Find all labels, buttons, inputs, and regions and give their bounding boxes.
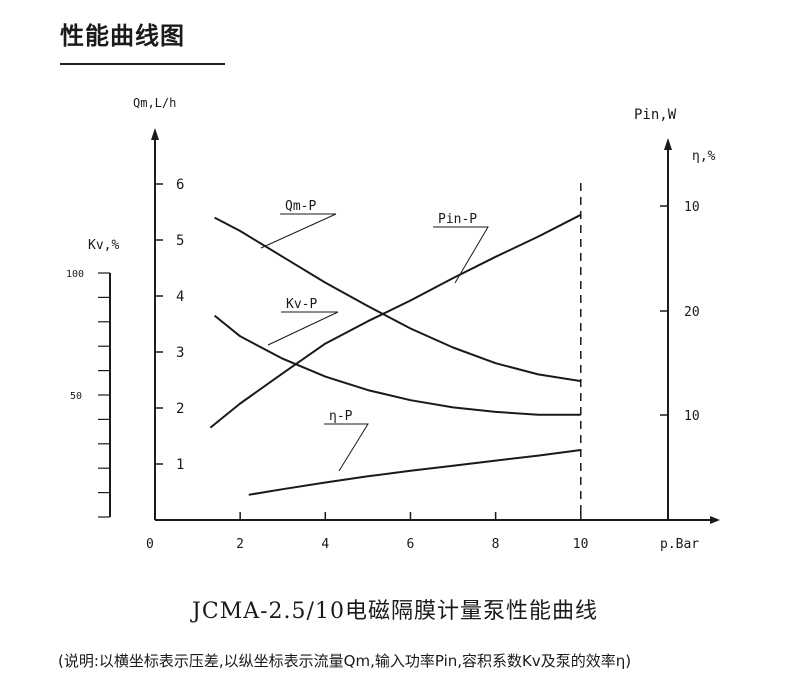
curves <box>209 213 582 496</box>
pin-axis-arrow <box>664 138 672 150</box>
eta-axis-label: η,% <box>692 149 716 164</box>
qm-tick-label: 4 <box>176 289 184 305</box>
qm-tick-label: 6 <box>176 177 184 193</box>
right-axis-tick-label: 10 <box>684 200 700 215</box>
qm-axis: 1 2 3 4 5 6 Qm,L/h <box>133 96 184 520</box>
qm-tick-label: 3 <box>176 345 184 361</box>
x-tick-label: 8 <box>492 537 500 552</box>
performance-chart: 0 2 4 6 8 10 p.Bar 1 2 3 4 5 6 Qm,L/h 50 100 Kv,% 1… <box>66 96 720 552</box>
right-axis-tick-label: 10 <box>684 409 700 424</box>
kv-axis-label: Kv,% <box>88 238 119 253</box>
pin-axis-label: Pin,W <box>634 107 677 123</box>
kv-tick-label: 100 <box>66 269 84 280</box>
curve-kvp <box>213 314 581 416</box>
qm-axis-arrow <box>151 128 159 140</box>
curve-pinp <box>209 213 582 429</box>
curve-label: Kv-P <box>286 297 317 312</box>
right-axis-tick-label: 20 <box>684 305 700 320</box>
kv-tick-label: 50 <box>70 391 82 402</box>
title-underline <box>60 63 225 65</box>
x-axis-arrow <box>710 516 720 524</box>
page-title: 性能曲线图 <box>60 22 185 50</box>
chart-caption: JCMA-2.5/10电磁隔膜计量泵性能曲线 <box>192 599 598 624</box>
curve-p <box>248 449 581 496</box>
curve-label-leader <box>260 213 337 249</box>
x-tick-label: 2 <box>236 537 244 552</box>
qm-tick-label: 2 <box>176 401 184 417</box>
curve-qmp <box>214 216 581 383</box>
curve-label-leader <box>433 226 489 284</box>
qm-tick-label: 1 <box>176 457 184 473</box>
chart-note: (说明:以横坐标表示压差,以纵坐标表示流量Qm,输入功率Pin,容积系数Kv及泵… <box>58 652 632 670</box>
x-axis-label: p.Bar <box>660 537 699 552</box>
curve-label: Qm-P <box>285 199 316 214</box>
qm-tick-label: 5 <box>176 233 184 249</box>
pin-axis: 10 20 10 Pin,W η,% <box>634 107 716 520</box>
x-axis: 0 2 4 6 8 10 p.Bar <box>146 512 720 552</box>
kv-axis: 50 100 Kv,% <box>66 238 119 518</box>
qm-axis-label: Qm,L/h <box>133 96 176 110</box>
curve-label-leader <box>267 311 339 346</box>
curve-label: η-P <box>329 409 353 424</box>
curve-label-leader <box>324 423 369 472</box>
x-tick-label: 10 <box>573 537 589 552</box>
curve-callouts: Qm-P Pin-P Kv-P η-P <box>260 199 489 472</box>
x-tick-label: 6 <box>406 537 414 552</box>
x-tick-label: 4 <box>321 537 329 552</box>
curve-label: Pin-P <box>438 212 477 227</box>
x-tick-label: 0 <box>146 537 154 552</box>
